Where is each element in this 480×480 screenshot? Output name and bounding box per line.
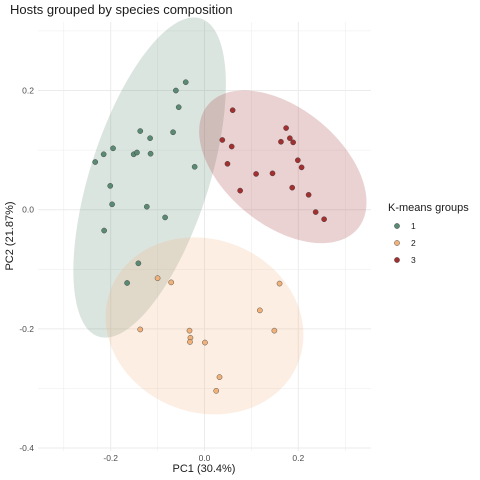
point-group-1 <box>173 87 179 94</box>
point-group-2 <box>137 326 144 333</box>
legend-label-2: 2 <box>411 238 416 248</box>
point-group-2 <box>168 279 174 286</box>
point-group-2 <box>276 280 283 287</box>
y-tick-label: -0.2 <box>19 324 34 334</box>
point-group-2 <box>187 339 193 345</box>
point-group-3 <box>224 161 231 167</box>
x-axis-title: PC1 (30.4%) <box>173 463 236 475</box>
point-group-1 <box>101 227 107 234</box>
point-group-1 <box>137 128 144 134</box>
y-tick-label: 0.0 <box>22 205 34 215</box>
y-axis-title: PC2 (21.87%) <box>4 201 16 270</box>
point-group-3 <box>312 209 319 215</box>
point-group-3 <box>229 107 236 113</box>
point-group-3 <box>269 170 276 177</box>
point-group-3 <box>228 143 235 150</box>
legend-label-1: 1 <box>411 221 416 231</box>
point-group-1 <box>170 129 176 136</box>
point-group-3 <box>321 216 327 223</box>
point-group-1 <box>100 151 107 158</box>
point-group-1 <box>92 159 99 165</box>
x-axis-ticks: -0.2 0.0 0.2 <box>103 453 304 463</box>
grid-lines <box>38 22 371 451</box>
x-tick-label: 0.0 <box>199 453 211 463</box>
point-group-1 <box>147 135 153 141</box>
point-group-1 <box>135 260 142 267</box>
point-group-3 <box>289 184 296 191</box>
chart-title: Hosts grouped by species composition <box>10 2 233 17</box>
point-group-3 <box>287 135 293 141</box>
point-group-1 <box>109 201 115 208</box>
legend: K-means groups 1 2 3 <box>388 202 469 265</box>
point-group-2 <box>257 307 263 314</box>
cluster-ellipse-2 <box>105 237 304 415</box>
point-group-2 <box>154 275 161 282</box>
point-group-2 <box>271 327 278 334</box>
point-group-1 <box>175 104 182 110</box>
cluster-ellipse-3 <box>199 90 367 244</box>
legend-label-3: 3 <box>411 255 416 265</box>
point-group-1 <box>107 183 114 189</box>
cluster-ellipse-1 <box>73 17 226 338</box>
point-group-3 <box>298 164 305 171</box>
point-group-3 <box>290 139 296 146</box>
point-group-1 <box>134 149 140 156</box>
point-group-2 <box>186 327 193 334</box>
x-tick-label: 0.2 <box>292 453 304 463</box>
data-points <box>92 79 327 394</box>
point-group-3 <box>237 187 243 194</box>
point-group-2 <box>213 388 220 394</box>
point-group-1 <box>162 214 168 221</box>
point-group-3 <box>283 125 289 131</box>
point-group-3 <box>295 157 301 164</box>
point-group-1 <box>144 203 150 210</box>
point-group-2 <box>202 339 208 346</box>
point-group-3 <box>278 138 284 145</box>
legend-key-3 <box>394 257 400 263</box>
point-group-3 <box>219 137 226 143</box>
point-group-2 <box>216 374 223 380</box>
point-group-3 <box>305 191 312 198</box>
point-group-1 <box>110 145 116 152</box>
cluster-ellipses <box>73 17 367 415</box>
y-axis-ticks: -0.4 -0.2 0.0 0.2 <box>19 86 34 454</box>
legend-title: K-means groups <box>388 202 469 214</box>
y-tick-label: 0.2 <box>22 86 34 96</box>
y-tick-label: -0.4 <box>19 443 34 453</box>
point-group-1 <box>147 150 154 157</box>
legend-key-2 <box>394 240 400 246</box>
point-group-1 <box>182 79 189 85</box>
point-group-1 <box>191 163 198 170</box>
point-group-3 <box>253 171 259 177</box>
point-group-1 <box>124 280 130 286</box>
x-tick-label: -0.2 <box>103 453 118 463</box>
legend-key-1 <box>394 223 400 229</box>
